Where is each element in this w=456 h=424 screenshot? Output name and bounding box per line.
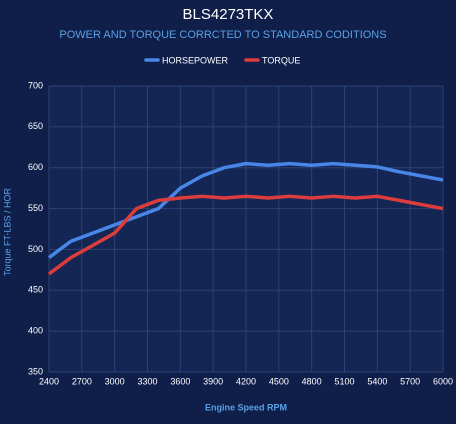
x-axis-label: Engine Speed RPM — [205, 402, 287, 412]
y-tick-label: 550 — [28, 203, 43, 213]
x-tick-label: 2400 — [39, 376, 59, 386]
y-tick-label: 650 — [28, 121, 43, 131]
x-tick-label: 5400 — [367, 376, 387, 386]
x-tick-label: 2700 — [72, 376, 92, 386]
chart-title: BLS4273TKX — [183, 6, 274, 23]
x-tick-label: 3300 — [137, 376, 157, 386]
x-tick-label: 3600 — [170, 376, 190, 386]
x-tick-label: 3900 — [203, 376, 223, 386]
y-tick-label: 400 — [28, 326, 43, 336]
y-tick-label: 450 — [28, 285, 43, 295]
x-tick-label: 4500 — [269, 376, 289, 386]
legend-label: HORSEPOWER — [162, 55, 229, 65]
x-tick-label: 5100 — [334, 376, 354, 386]
x-tick-label: 4200 — [236, 376, 256, 386]
x-tick-label: 5700 — [400, 376, 420, 386]
y-tick-label: 500 — [28, 244, 43, 254]
y-tick-label: 600 — [28, 162, 43, 172]
x-tick-label: 6000 — [433, 376, 453, 386]
y-axis-label: Torque FT-LBS / HOR — [2, 187, 12, 276]
x-tick-label: 4800 — [302, 376, 322, 386]
y-tick-label: 350 — [28, 366, 43, 376]
series-line — [47, 161, 444, 260]
legend-label: TORQUE — [262, 55, 300, 65]
chart-subtitle: POWER AND TORQUE CORRCTED TO STANDARD CO… — [59, 29, 386, 41]
series-line — [47, 194, 444, 276]
y-tick-label: 700 — [28, 80, 43, 90]
x-tick-label: 3000 — [105, 376, 125, 386]
